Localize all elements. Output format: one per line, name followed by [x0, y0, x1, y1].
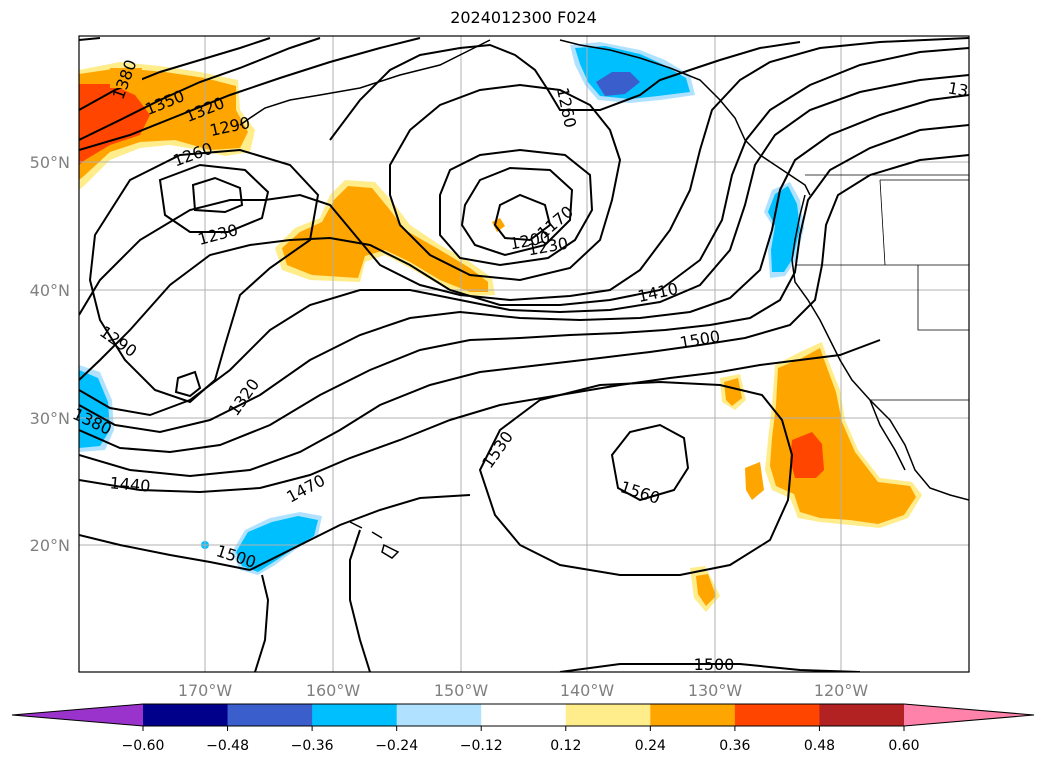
- anomaly-positive-small-c: [745, 462, 764, 500]
- anomaly-positive-se-high: [790, 432, 824, 478]
- alaska-coast: [239, 39, 491, 126]
- colorbar-tick-label: −0.60: [122, 738, 165, 754]
- contour-label: 1500: [694, 655, 735, 674]
- colorbar-cell: [312, 704, 398, 726]
- map-title: 2024012300 F024: [450, 8, 597, 27]
- colorbar-extend-max: [904, 704, 1034, 726]
- lon-label: 170°W: [178, 681, 233, 700]
- lon-label: 150°W: [434, 681, 489, 700]
- lat-label: 20°N: [30, 536, 70, 555]
- political-borders: [795, 174, 969, 401]
- colorbar-tick-label: −0.36: [291, 738, 334, 754]
- colorbar-tick-label: 0.60: [888, 738, 919, 754]
- lon-label: 130°W: [688, 681, 743, 700]
- lon-label: 160°W: [306, 681, 361, 700]
- colorbar-cell: [227, 704, 313, 726]
- longitude-labels: 170°W 160°W 150°W 140°W 130°W 120°W: [178, 681, 869, 700]
- colorbar-cell: [481, 704, 567, 726]
- colorbar-cell: [819, 704, 905, 726]
- colorbar-tick-label: −0.12: [460, 738, 503, 754]
- north-america-west-coast: [791, 194, 969, 501]
- lon-label: 140°W: [560, 681, 615, 700]
- colorbar-tick-label: 0.12: [550, 738, 581, 754]
- lat-label: 40°N: [30, 281, 70, 300]
- colorbar-tick-label: 0.36: [719, 738, 750, 754]
- anomaly-negative-west-mid: [79, 370, 110, 448]
- colorbar-cell: [734, 704, 820, 726]
- contour-label: 1440: [109, 473, 151, 495]
- colorbar-tick-label: −0.48: [206, 738, 249, 754]
- colorbar-tick-label: 0.48: [804, 738, 835, 754]
- colorbar-ticks: −0.60 −0.48 −0.36 −0.24 −0.12 0.12 0.24 0.36 0.4…: [122, 726, 920, 754]
- colorbar-cell: [565, 704, 651, 726]
- lat-label: 50°N: [30, 153, 70, 172]
- height-contours: [79, 37, 969, 672]
- colorbar-cells: [12, 704, 1034, 726]
- graticule: [79, 36, 969, 672]
- colorbar: −0.60 −0.48 −0.36 −0.24 −0.12 0.12 0.24 0.36 0.4…: [11, 703, 1035, 754]
- anomaly-positive-small-b-mid: [724, 378, 742, 406]
- anomaly-positive-se-mid: [770, 348, 916, 524]
- lat-label: 30°N: [30, 409, 70, 428]
- colorbar-cell: [396, 704, 482, 726]
- baja-coast: [869, 399, 906, 471]
- colorbar-extend-min: [12, 704, 143, 726]
- contour-label: 13: [946, 78, 969, 100]
- colorbar-tick-label: 0.24: [635, 738, 666, 754]
- anomaly-negative-hawaii-mid: [236, 516, 318, 572]
- anomaly-negative-alaska-high: [596, 72, 640, 96]
- lon-label: 120°W: [814, 681, 869, 700]
- anomaly-positive-small-d-mid: [696, 574, 716, 606]
- colorbar-cell: [650, 704, 736, 726]
- latitude-labels: 50°N 40°N 30°N 20°N: [30, 153, 70, 555]
- hawaii-islands: [349, 521, 400, 559]
- colorbar-cell: [143, 704, 229, 726]
- colorbar-tick-label: −0.24: [375, 738, 418, 754]
- map-frame: [78, 35, 970, 673]
